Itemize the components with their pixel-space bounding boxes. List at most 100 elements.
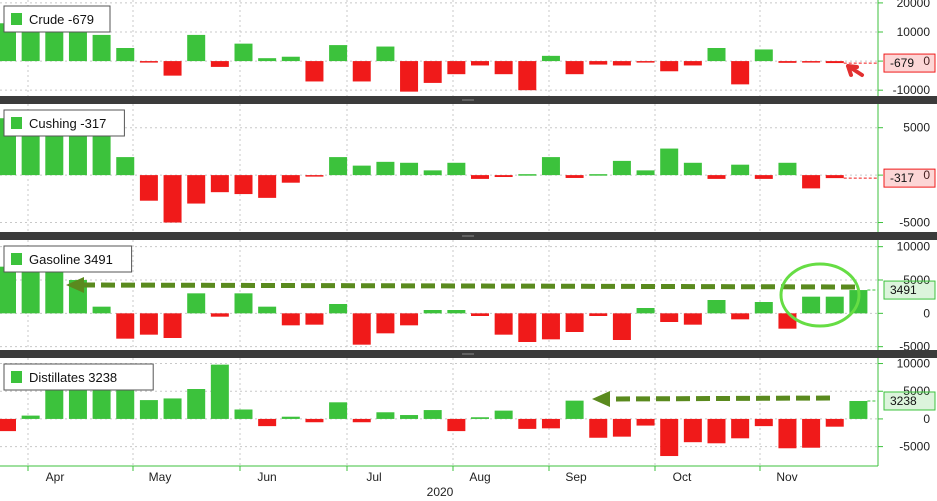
distillates-bar-8 xyxy=(187,389,206,419)
last-value-label: 3491 xyxy=(890,283,917,297)
gasoline-highlight-circle xyxy=(779,262,861,328)
crude-bar-24 xyxy=(565,61,584,75)
distillates-bar-33 xyxy=(778,418,797,449)
last-value-label: -679 xyxy=(890,56,914,70)
gasoline-bar-9 xyxy=(210,313,229,317)
cushing-bar-10 xyxy=(234,175,253,195)
distillates-bar-28 xyxy=(660,418,679,457)
chart-panels: 20000 10000 0 -10000 -679 Crude -679 5000 0 -500… xyxy=(0,0,937,466)
last-value-bg xyxy=(884,281,935,300)
distillates-bar-34 xyxy=(802,418,821,448)
crude-bar-26 xyxy=(612,61,631,66)
cushing-bar-12 xyxy=(281,175,300,183)
crude-bar-35 xyxy=(825,61,844,64)
gasoline-bar-27 xyxy=(636,308,655,314)
gasoline-bar-35 xyxy=(825,296,844,314)
x-year-label: 2020 xyxy=(427,485,454,499)
y-tick-label-1: 5000 xyxy=(903,273,930,287)
cushing-bar-21 xyxy=(494,175,513,178)
cushing-bar-26 xyxy=(612,160,631,176)
y-tick-label-2: 0 xyxy=(923,306,930,320)
gasoline-bar-33 xyxy=(778,313,797,329)
crude-bar-32 xyxy=(754,49,773,62)
distillates-bar-27 xyxy=(636,418,655,426)
legend-box xyxy=(3,363,154,391)
y-tick-label-0: 20000 xyxy=(897,0,931,10)
y-tick-label-2: -5000 xyxy=(899,216,930,230)
gasoline-bar-24 xyxy=(565,313,584,332)
legend-label: Cushing -317 xyxy=(29,116,106,131)
distillates-bar-21 xyxy=(494,410,513,419)
distillates-bar-6 xyxy=(139,400,158,419)
crude-bar-18 xyxy=(423,61,442,83)
crude-bar-10 xyxy=(234,43,253,62)
gasoline-bar-2 xyxy=(45,266,64,314)
crude-bar-28 xyxy=(660,61,679,72)
last-value-bg xyxy=(884,391,935,410)
distillates-bar-24 xyxy=(565,400,584,419)
crude-bar-8 xyxy=(187,34,206,62)
last-value-bg xyxy=(884,169,935,188)
x-month-label-3: Jul xyxy=(366,470,381,484)
distillates-bar-31 xyxy=(731,418,750,439)
cushing-bar-11 xyxy=(258,175,277,198)
distillates-bar-30 xyxy=(707,418,726,444)
crude-bar-16 xyxy=(376,46,395,62)
cushing-bar-25 xyxy=(589,174,608,176)
last-value-label: 3238 xyxy=(890,394,917,408)
crude-pointer-arrow xyxy=(846,64,864,77)
distillates-bar-15 xyxy=(352,418,371,423)
cushing-bar-18 xyxy=(423,170,442,176)
gasoline-bar-25 xyxy=(589,313,608,316)
cushing-bar-15 xyxy=(352,165,371,176)
distillates-arrowhead xyxy=(592,391,610,407)
panel-cushing: 5000 0 -5000 -317 Cushing -317 xyxy=(0,104,937,240)
gasoline-bar-5 xyxy=(116,313,135,339)
last-value-box xyxy=(883,168,936,188)
cushing-bar-9 xyxy=(210,175,229,193)
gasoline-bar-29 xyxy=(683,313,702,325)
distillates-bar-7 xyxy=(163,398,182,419)
last-value-box xyxy=(883,391,936,411)
y-tick-label-1: 10000 xyxy=(897,25,931,39)
gasoline-bar-32 xyxy=(754,302,773,314)
distillates-dashed-arrow xyxy=(609,395,831,402)
crude-bar-4 xyxy=(92,34,111,62)
distillates-bar-17 xyxy=(400,415,419,419)
x-month-label-2: Jun xyxy=(257,470,276,484)
chart-annotations xyxy=(66,64,864,407)
gasoline-arrowhead xyxy=(66,277,84,293)
gasoline-bar-30 xyxy=(707,300,726,314)
distillates-bar-11 xyxy=(258,418,277,427)
gasoline-bar-31 xyxy=(731,313,750,320)
gasoline-bar-0 xyxy=(0,266,16,314)
y-tick-label-1: 0 xyxy=(923,168,930,182)
last-value-box xyxy=(883,53,936,73)
gasoline-bar-34 xyxy=(802,296,821,314)
crude-bar-17 xyxy=(400,61,419,92)
cushing-bar-23 xyxy=(541,157,560,176)
distillates-bar-9 xyxy=(210,364,229,419)
y-tick-label-1: 5000 xyxy=(903,384,930,398)
gasoline-bar-16 xyxy=(376,313,395,334)
y-tick-label-0: 5000 xyxy=(903,121,930,135)
gasoline-bar-14 xyxy=(329,304,348,314)
legend-label: Distillates 3238 xyxy=(29,370,117,385)
crude-bar-22 xyxy=(518,61,537,91)
distillates-bar-10 xyxy=(234,409,253,419)
x-month-label-7: Nov xyxy=(776,470,797,484)
cushing-bar-22 xyxy=(518,174,537,176)
last-value-bg xyxy=(884,54,935,73)
crude-bar-29 xyxy=(683,61,702,66)
x-month-label-4: Aug xyxy=(469,470,490,484)
distillates-bar-16 xyxy=(376,412,395,419)
legend-swatch xyxy=(11,117,22,129)
legend-label: Gasoline 3491 xyxy=(29,252,113,267)
crude-bar-13 xyxy=(305,61,324,82)
x-month-label-5: Sep xyxy=(565,470,587,484)
crude-bar-20 xyxy=(471,61,489,66)
distillates-bar-29 xyxy=(683,418,702,443)
cushing-bar-5 xyxy=(116,157,135,176)
distillates-bar-12 xyxy=(281,416,300,419)
distillates-bar-22 xyxy=(518,418,537,429)
